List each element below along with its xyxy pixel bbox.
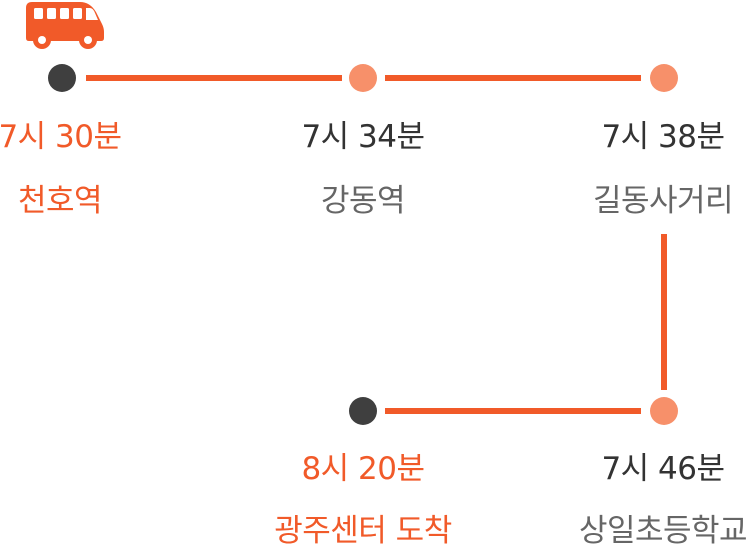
stop-marker-2 bbox=[349, 64, 377, 92]
stop-name-5: 광주센터 도착 bbox=[274, 513, 452, 549]
stop-time-5: 8시 20분 bbox=[301, 451, 425, 487]
stop-marker-4 bbox=[650, 397, 678, 425]
stop-name-4: 상일초등학교 bbox=[578, 513, 748, 549]
stop-name-3: 길동사거리 bbox=[592, 183, 734, 219]
stop-time-4: 7시 46분 bbox=[601, 451, 725, 487]
stop-marker-3 bbox=[650, 64, 678, 92]
bus-icon bbox=[26, 2, 104, 49]
route-segment-4 bbox=[385, 408, 641, 414]
stop-name-1: 천호역 bbox=[17, 183, 103, 219]
stop-time-2: 7시 34분 bbox=[301, 119, 425, 155]
route-segment-1 bbox=[86, 75, 342, 81]
stop-marker-5 bbox=[349, 397, 377, 425]
stop-time-1: 7시 30분 bbox=[0, 119, 122, 155]
stop-marker-1 bbox=[48, 64, 76, 92]
stop-time-3: 7시 38분 bbox=[601, 119, 725, 155]
route-segment-2 bbox=[385, 75, 641, 81]
route-segment-3 bbox=[661, 234, 667, 390]
stop-name-2: 강동역 bbox=[320, 183, 406, 219]
